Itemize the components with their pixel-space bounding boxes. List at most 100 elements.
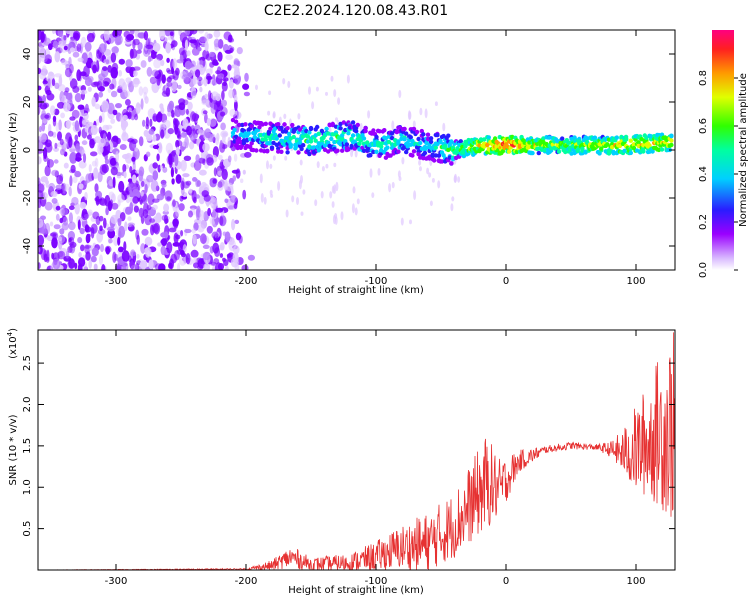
heatmap-noise-cell xyxy=(229,195,237,203)
heatmap-signal-cell xyxy=(371,149,376,155)
heatmap-noise-cell xyxy=(44,142,53,153)
heatmap-signal-cell xyxy=(492,136,498,141)
heatmap-signal-cell xyxy=(641,148,646,153)
heatmap-signal-cell xyxy=(232,127,237,133)
heatmap-noise-cell xyxy=(124,190,130,196)
heatmap-noise-cell xyxy=(197,47,202,52)
heatmap-signal-cell xyxy=(308,125,314,131)
heatmap-noise-cell xyxy=(227,155,232,163)
heatmap-faint-cell xyxy=(412,120,416,128)
heatmap-noise-cell xyxy=(233,202,238,209)
heatmap-noise-cell xyxy=(201,99,210,106)
heatmap-noise-cell xyxy=(55,213,60,221)
heatmap-noise-cell xyxy=(74,170,81,178)
heatmap-noise-cell xyxy=(142,209,149,219)
heatmap-faint-cell xyxy=(266,160,269,170)
heatmap-noise-cell xyxy=(124,152,133,164)
heatmap-noise-cell xyxy=(217,73,225,79)
heatmap-noise-cell xyxy=(171,178,175,185)
heatmap-noise-cell xyxy=(199,59,203,66)
heatmap-noise-cell xyxy=(166,241,173,254)
heatmap-signal-cell xyxy=(371,128,376,133)
heatmap-noise-cell xyxy=(134,113,139,121)
heatmap-noise-cell xyxy=(140,180,145,187)
heatmap-signal-cell xyxy=(647,143,652,148)
heatmap-signal-cell xyxy=(363,126,368,131)
heatmap-x-tick-label: -100 xyxy=(365,276,388,287)
heatmap-faint-cell xyxy=(334,213,338,220)
heatmap-noise-cell xyxy=(98,91,104,98)
heatmap-noise-cell xyxy=(74,92,82,103)
heatmap-noise-cell xyxy=(45,256,50,263)
heatmap-faint-cell xyxy=(442,122,446,132)
heatmap-noise-cell xyxy=(96,119,100,126)
heatmap-noise-cell xyxy=(84,41,92,52)
heatmap-noise-cell xyxy=(43,154,48,162)
heatmap-faint-cell xyxy=(418,159,422,166)
heatmap-signal-cell xyxy=(279,125,284,130)
heatmap-noise-cell xyxy=(115,137,121,145)
heatmap-noise-cell xyxy=(164,30,172,37)
heatmap-noise-cell xyxy=(156,74,161,86)
colorbar-tick-label: 0.8 xyxy=(698,70,709,86)
heatmap-noise-cell xyxy=(161,183,167,188)
heatmap-noise-cell xyxy=(152,115,159,122)
heatmap-noise-cell xyxy=(78,183,84,190)
heatmap-noise-cell xyxy=(215,93,221,102)
heatmap-noise-cell xyxy=(69,47,75,53)
heatmap-noise-cell xyxy=(88,164,92,173)
heatmap-noise-cell xyxy=(147,55,152,63)
heatmap-noise-cell xyxy=(98,115,103,124)
heatmap-signal-cell xyxy=(411,126,417,132)
heatmap-faint-cell xyxy=(308,86,311,95)
heatmap-faint-cell xyxy=(354,207,358,216)
heatmap-noise-cell xyxy=(150,180,159,192)
heatmap-signal-cell xyxy=(432,158,437,163)
snr-y-tick-label: 2.5 xyxy=(22,355,33,371)
heatmap-noise-cell xyxy=(226,253,232,258)
heatmap-noise-cell xyxy=(124,221,128,232)
heatmap-noise-cell xyxy=(242,189,247,200)
heatmap-signal-cell xyxy=(350,120,356,125)
heatmap-noise-cell xyxy=(78,252,82,258)
heatmap-noise-cell xyxy=(179,54,184,62)
heatmap-noise-cell xyxy=(184,60,192,70)
heatmap-noise-cell xyxy=(228,79,234,89)
heatmap-noise-cell xyxy=(163,214,169,225)
heatmap-noise-cell xyxy=(161,74,166,84)
heatmap-faint-cell xyxy=(297,113,301,120)
heatmap-x-tick-label: -300 xyxy=(105,276,128,287)
heatmap-x-tick-label: 100 xyxy=(626,276,645,287)
heatmap-signal-cell xyxy=(438,139,443,145)
heatmap-noise-cell xyxy=(130,251,137,257)
heatmap-noise-cell xyxy=(133,66,141,71)
heatmap-faint-cell xyxy=(398,176,402,182)
heatmap-noise-cell xyxy=(147,193,155,206)
heatmap-faint-cell xyxy=(325,163,329,169)
heatmap-noise-cell xyxy=(173,218,179,229)
heatmap-noise-cell xyxy=(231,218,236,231)
heatmap-noise-cell xyxy=(142,119,146,127)
heatmap-noise-cell xyxy=(55,205,61,211)
heatmap-noise-cell xyxy=(109,83,115,90)
snr-x-tick-label: -200 xyxy=(235,576,258,587)
heatmap-noise-cell xyxy=(79,227,85,235)
heatmap-noise-cell xyxy=(133,38,140,46)
heatmap-faint-cell xyxy=(302,189,306,195)
heatmap-noise-cell xyxy=(214,262,223,270)
heatmap-noise-cell xyxy=(162,119,171,129)
heatmap-noise-cell xyxy=(160,59,165,67)
heatmap-noise-cell xyxy=(54,82,60,90)
heatmap-noise-cell xyxy=(191,228,196,234)
heatmap-faint-cell xyxy=(398,89,402,99)
snr-frame xyxy=(37,329,676,571)
heatmap-noise-cell xyxy=(204,41,209,52)
heatmap-noise-cell xyxy=(57,30,64,38)
heatmap-faint-cell xyxy=(401,157,405,165)
heatmap-noise-cell xyxy=(166,81,173,87)
heatmap-noise-cell xyxy=(172,199,176,208)
heatmap-faint-cell xyxy=(300,211,304,216)
heatmap-noise-cell xyxy=(124,90,130,98)
heatmap-noise-cell xyxy=(129,202,134,214)
heatmap-signal-cell xyxy=(296,150,301,155)
